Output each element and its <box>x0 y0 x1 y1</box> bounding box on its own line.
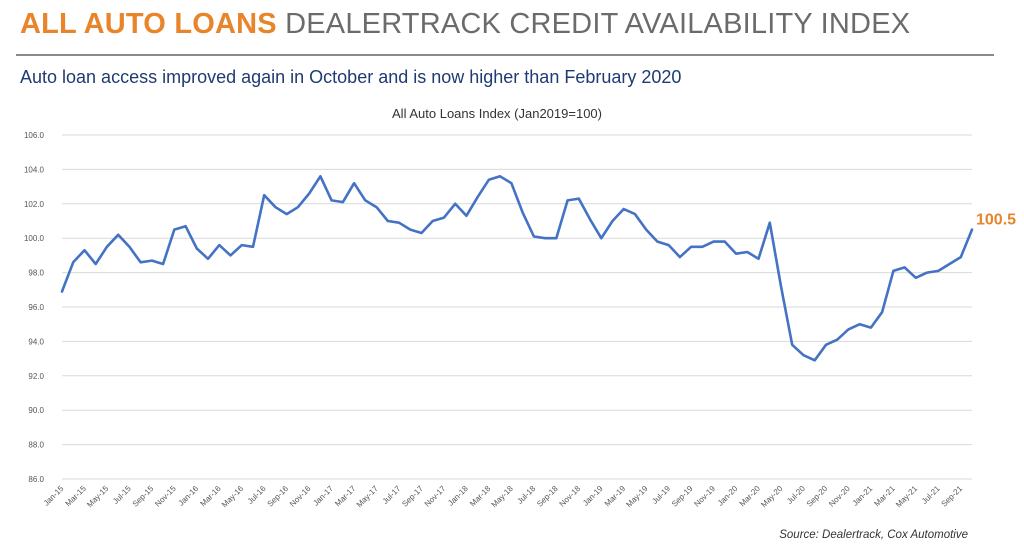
x-tick-label: Sep-18 <box>535 484 560 509</box>
y-tick-label: 94.0 <box>28 337 44 346</box>
x-tick-label: Jan-18 <box>446 484 470 508</box>
x-tick-label: May-18 <box>490 484 516 510</box>
x-tick-label: Sep-21 <box>940 484 965 509</box>
x-tick-label: Nov-17 <box>423 484 448 509</box>
x-tick-label: Jan-20 <box>716 484 740 508</box>
x-tick-label: Nov-20 <box>827 484 852 509</box>
x-tick-label: Nov-19 <box>692 484 717 509</box>
source-note: Source: Dealertrack, Cox Automotive <box>779 529 968 541</box>
title-accent: ALL AUTO LOANS <box>20 8 277 40</box>
y-tick-label: 92.0 <box>28 372 44 381</box>
x-tick-label: Jan-21 <box>851 484 875 508</box>
x-tick-label: May-20 <box>759 484 785 510</box>
x-tick-label: Mar-21 <box>872 484 897 509</box>
page-title: ALL AUTO LOANS DEALERTRACK CREDIT AVAILA… <box>20 8 910 41</box>
x-tick-label: Sep-19 <box>670 484 695 509</box>
y-tick-label: 90.0 <box>28 406 44 415</box>
x-tick-label: Sep-16 <box>266 484 291 509</box>
x-tick-label: May-17 <box>355 484 381 510</box>
x-tick-label: Mar-15 <box>64 484 89 509</box>
chart-title: All Auto Loans Index (Jan2019=100) <box>392 106 602 121</box>
x-tick-label: Nov-15 <box>153 484 178 509</box>
y-tick-label: 86.0 <box>28 475 44 484</box>
x-tick-label: Mar-17 <box>333 484 358 509</box>
series-line <box>60 175 974 362</box>
y-tick-label: 104.0 <box>24 165 45 174</box>
x-tick-label: May-15 <box>85 484 111 510</box>
x-tick-label: Sep-15 <box>131 484 156 509</box>
x-tick-label: Mar-19 <box>603 484 628 509</box>
page-subtitle: Auto loan access improved again in Octob… <box>20 67 682 87</box>
x-tick-label: May-16 <box>220 484 246 510</box>
x-tick-label: May-19 <box>624 484 650 510</box>
x-tick-label: Mar-18 <box>468 484 493 509</box>
x-tick-label: Sep-20 <box>805 484 830 509</box>
x-tick-label: Nov-16 <box>288 484 313 509</box>
y-tick-label: 106.0 <box>24 131 45 140</box>
x-tick-label: Mar-20 <box>738 484 763 509</box>
x-tick-label: Jan-19 <box>581 484 605 508</box>
y-tick-label: 88.0 <box>28 441 44 450</box>
x-tick-label: Jan-17 <box>311 484 335 508</box>
end-value-label: 100.5 <box>976 212 1016 229</box>
x-tick-label: Sep-17 <box>400 484 425 509</box>
x-tick-label: May-21 <box>894 484 920 510</box>
y-tick-label: 102.0 <box>24 200 45 209</box>
x-tick-label: Nov-18 <box>558 484 583 509</box>
x-tick-label: Jan-15 <box>42 484 66 508</box>
y-tick-label: 98.0 <box>28 269 44 278</box>
y-tick-label: 96.0 <box>28 303 44 312</box>
header-divider <box>16 54 994 56</box>
x-tick-label: Jan-16 <box>177 484 201 508</box>
x-tick-label: Mar-16 <box>198 484 223 509</box>
y-tick-label: 100.0 <box>24 234 45 243</box>
title-rest: DEALERTRACK CREDIT AVAILABILITY INDEX <box>285 8 911 40</box>
